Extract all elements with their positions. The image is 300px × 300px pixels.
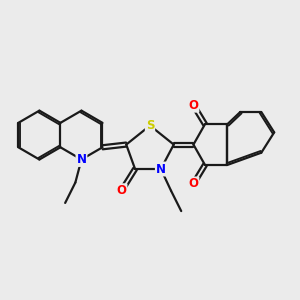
Text: O: O bbox=[188, 177, 198, 190]
Text: O: O bbox=[116, 184, 127, 197]
Text: N: N bbox=[156, 163, 166, 176]
Text: N: N bbox=[76, 153, 86, 166]
Text: S: S bbox=[146, 119, 154, 132]
Text: O: O bbox=[188, 99, 198, 112]
